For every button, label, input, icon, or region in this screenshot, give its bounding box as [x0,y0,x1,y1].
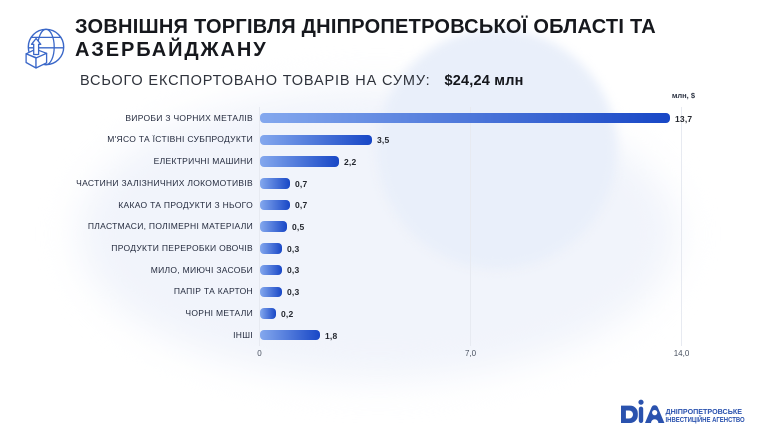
svg-text:ДНІПРОПЕТРОВСЬКЕ: ДНІПРОПЕТРОВСЬКЕ [666,407,743,416]
svg-text:ІНВЕСТИЦІЙНЕ АГЕНСТВО: ІНВЕСТИЦІЙНЕ АГЕНСТВО [666,415,745,424]
